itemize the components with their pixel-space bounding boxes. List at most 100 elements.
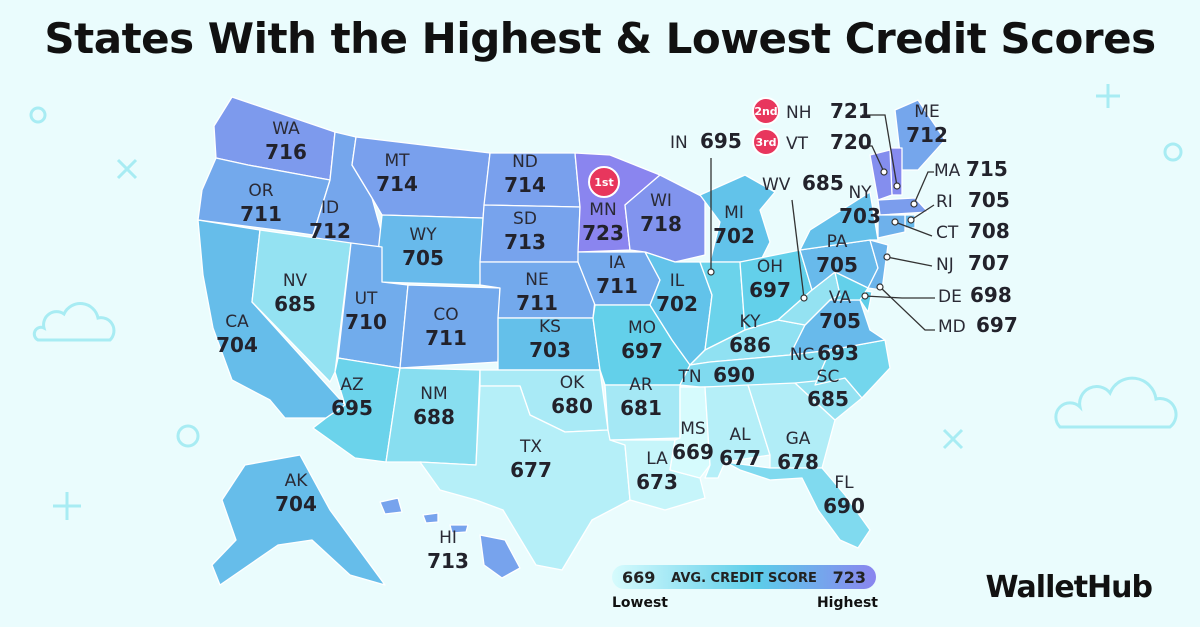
state-score: 716 <box>265 140 307 164</box>
state-score: 673 <box>636 470 678 494</box>
state-score: 711 <box>425 326 467 350</box>
state-mi <box>699 174 776 263</box>
rank-badge-circle <box>752 128 780 156</box>
state-abbr: MA <box>934 161 961 181</box>
state-score: 721 <box>830 99 872 123</box>
state-abbr: ME <box>914 102 939 122</box>
state-score: 711 <box>240 202 282 226</box>
state-abbr: CO <box>433 305 458 325</box>
rank-badge-3rd: 3rd <box>752 128 780 156</box>
state-fl <box>724 461 871 549</box>
state-wi <box>624 174 706 263</box>
state-labels: WA716OR711CA704ID712NV685MT714WY705UT710… <box>216 99 1018 573</box>
state-score: 703 <box>839 204 881 228</box>
state-score: 712 <box>906 123 948 147</box>
state-score: 703 <box>529 338 571 362</box>
state-score: 702 <box>656 292 698 316</box>
state-vt <box>869 149 893 201</box>
rank-badge-2nd: 2nd <box>752 97 780 125</box>
state-score: 690 <box>823 494 865 518</box>
state-label-ri: RI 705 <box>936 188 1010 212</box>
state-score: 685 <box>807 387 849 411</box>
state-score: 677 <box>719 446 761 470</box>
state-label-ct: CT 708 <box>936 219 1010 243</box>
rank-badge-circle <box>752 97 780 125</box>
leader-line-vt <box>862 145 885 173</box>
state-abbr: TN <box>677 367 701 387</box>
state-label-md: MD 697 <box>938 313 1018 337</box>
state-abbr: AZ <box>340 375 363 395</box>
state-abbr: KY <box>740 312 762 332</box>
state-abbr: VT <box>786 134 809 154</box>
state-abbr: IL <box>670 271 685 291</box>
leader-dot-ma <box>910 200 918 208</box>
state-abbr: HI <box>439 528 457 548</box>
state-abbr: WV <box>762 175 791 195</box>
state-abbr: MO <box>628 318 656 338</box>
state-abbr: TX <box>519 437 542 457</box>
page-title: States With the Highest & Lowest Credit … <box>44 14 1156 63</box>
state-score: 688 <box>413 405 455 429</box>
rank-badge-1st: 1st <box>588 166 620 198</box>
legend-max-value: 723 <box>833 568 866 587</box>
plus-decoration-icon <box>1096 84 1120 108</box>
state-score: 695 <box>700 129 742 153</box>
state-abbr: KS <box>539 317 561 337</box>
state-label-in: IN 695 <box>670 129 742 153</box>
rank-badges: 1st 2nd 3rd <box>588 97 780 198</box>
state-abbr: GA <box>786 429 811 449</box>
cloud-decoration-icon <box>32 302 116 342</box>
state-ak <box>211 454 386 586</box>
state-score: 705 <box>816 253 858 277</box>
state-score: 704 <box>275 492 317 516</box>
state-score: 705 <box>968 188 1010 212</box>
state-score: 693 <box>817 341 859 365</box>
leader-line-md <box>879 286 935 331</box>
state-score: 681 <box>620 396 662 420</box>
circle-decoration-icon <box>29 106 47 124</box>
state-md <box>829 271 869 301</box>
state-score: 685 <box>802 171 844 195</box>
leader-dot-wv <box>800 294 808 302</box>
background-decorations <box>29 84 1183 520</box>
state-ny <box>799 191 879 251</box>
state-abbr: AR <box>629 375 653 395</box>
state-abbr: ND <box>512 152 538 172</box>
state-score: 714 <box>504 173 546 197</box>
state-score: 707 <box>968 251 1010 275</box>
state-abbr: NM <box>420 384 447 404</box>
state-score: 705 <box>402 246 444 270</box>
leader-dot-nj <box>883 253 891 261</box>
state-abbr: FL <box>834 473 854 493</box>
state-abbr: NJ <box>936 255 954 275</box>
state-abbr: CA <box>225 312 249 332</box>
state-label-de: DE 698 <box>938 283 1012 307</box>
leader-dot-md <box>876 283 884 291</box>
state-abbr: RI <box>936 192 953 212</box>
state-abbr: OK <box>560 373 585 393</box>
state-nv <box>251 229 352 383</box>
state-abbr: MD <box>938 317 966 337</box>
state-score: 708 <box>968 219 1010 243</box>
leader-line-de <box>864 295 935 299</box>
x-decoration-icon <box>116 158 138 180</box>
state-score: 702 <box>713 224 755 248</box>
leader-line-ct <box>894 221 933 237</box>
